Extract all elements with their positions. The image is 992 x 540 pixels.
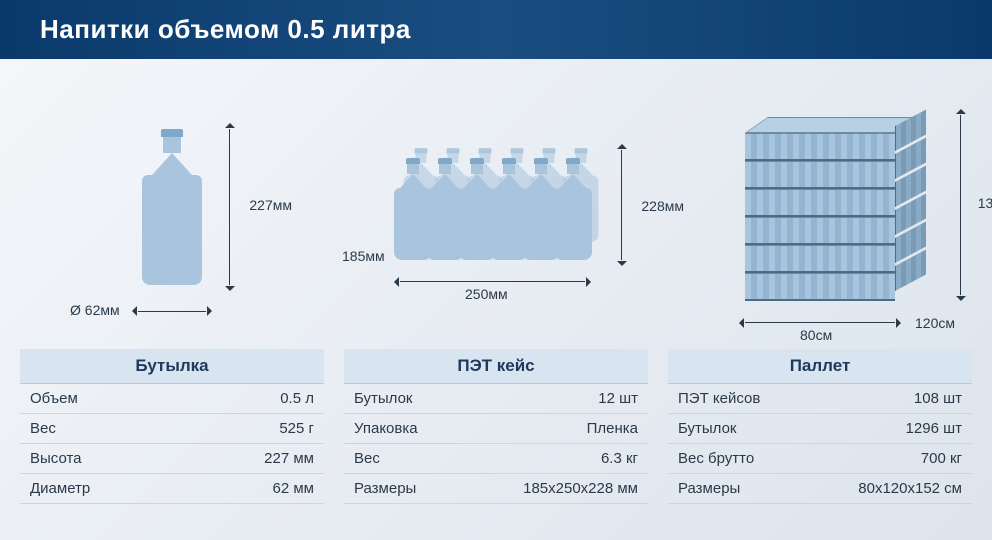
table-row: Размеры185x250x228 мм (344, 474, 648, 504)
table-row: Диаметр62 мм (20, 474, 324, 504)
bottle-icon (142, 129, 202, 285)
table-case: ПЭТ кейс Бутылок12 шт УпаковкаПленка Вес… (344, 349, 648, 504)
pallet-icon (745, 117, 895, 301)
table-row: Бутылок1296 шт (668, 414, 972, 444)
table-row: Объем0.5 л (20, 384, 324, 414)
page-title: Напитки объемом 0.5 литра (40, 14, 411, 44)
table-row: ПЭТ кейсов108 шт (668, 384, 972, 414)
column-case: 228мм 250мм 185мм ПЭТ кейс Бутылок12 шт … (344, 69, 648, 504)
table-header-case: ПЭТ кейс (344, 349, 648, 384)
case-width-label: 250мм (465, 286, 508, 302)
pallet-width-label: 80см (800, 327, 832, 343)
case-depth-label: 185мм (342, 248, 385, 264)
table-header-bottle: Бутылка (20, 349, 324, 384)
page-header: Напитки объемом 0.5 литра (0, 0, 992, 59)
table-row: Бутылок12 шт (344, 384, 648, 414)
table-bottle: Бутылка Объем0.5 л Вес525 г Высота227 мм… (20, 349, 324, 504)
column-bottle: 227мм Ø 62мм Бутылка Объем0.5 л Вес525 г… (20, 69, 324, 504)
table-row: Вес6.3 кг (344, 444, 648, 474)
table-row: Высота227 мм (20, 444, 324, 474)
bottle-width-label: Ø 62мм (70, 302, 120, 318)
table-row: Размеры80x120x152 см (668, 474, 972, 504)
bottle-height-label: 227мм (249, 197, 292, 213)
diagram-case: 228мм 250мм 185мм (344, 69, 648, 349)
pallet-height-label: 138/152см (978, 195, 992, 211)
diagram-pallet: 138/152см 80см 120см (668, 69, 972, 349)
diagram-bottle: 227мм Ø 62мм (20, 69, 324, 349)
table-row: Вес525 г (20, 414, 324, 444)
table-row: Вес брутто700 кг (668, 444, 972, 474)
table-row: УпаковкаПленка (344, 414, 648, 444)
table-pallet: Паллет ПЭТ кейсов108 шт Бутылок1296 шт В… (668, 349, 972, 504)
content-columns: 227мм Ø 62мм Бутылка Объем0.5 л Вес525 г… (0, 59, 992, 504)
pallet-depth-label: 120см (915, 315, 955, 331)
bottle-pack-icon (400, 158, 592, 260)
table-header-pallet: Паллет (668, 349, 972, 384)
column-pallet: 138/152см 80см 120см Паллет ПЭТ кейсов10… (668, 69, 972, 504)
